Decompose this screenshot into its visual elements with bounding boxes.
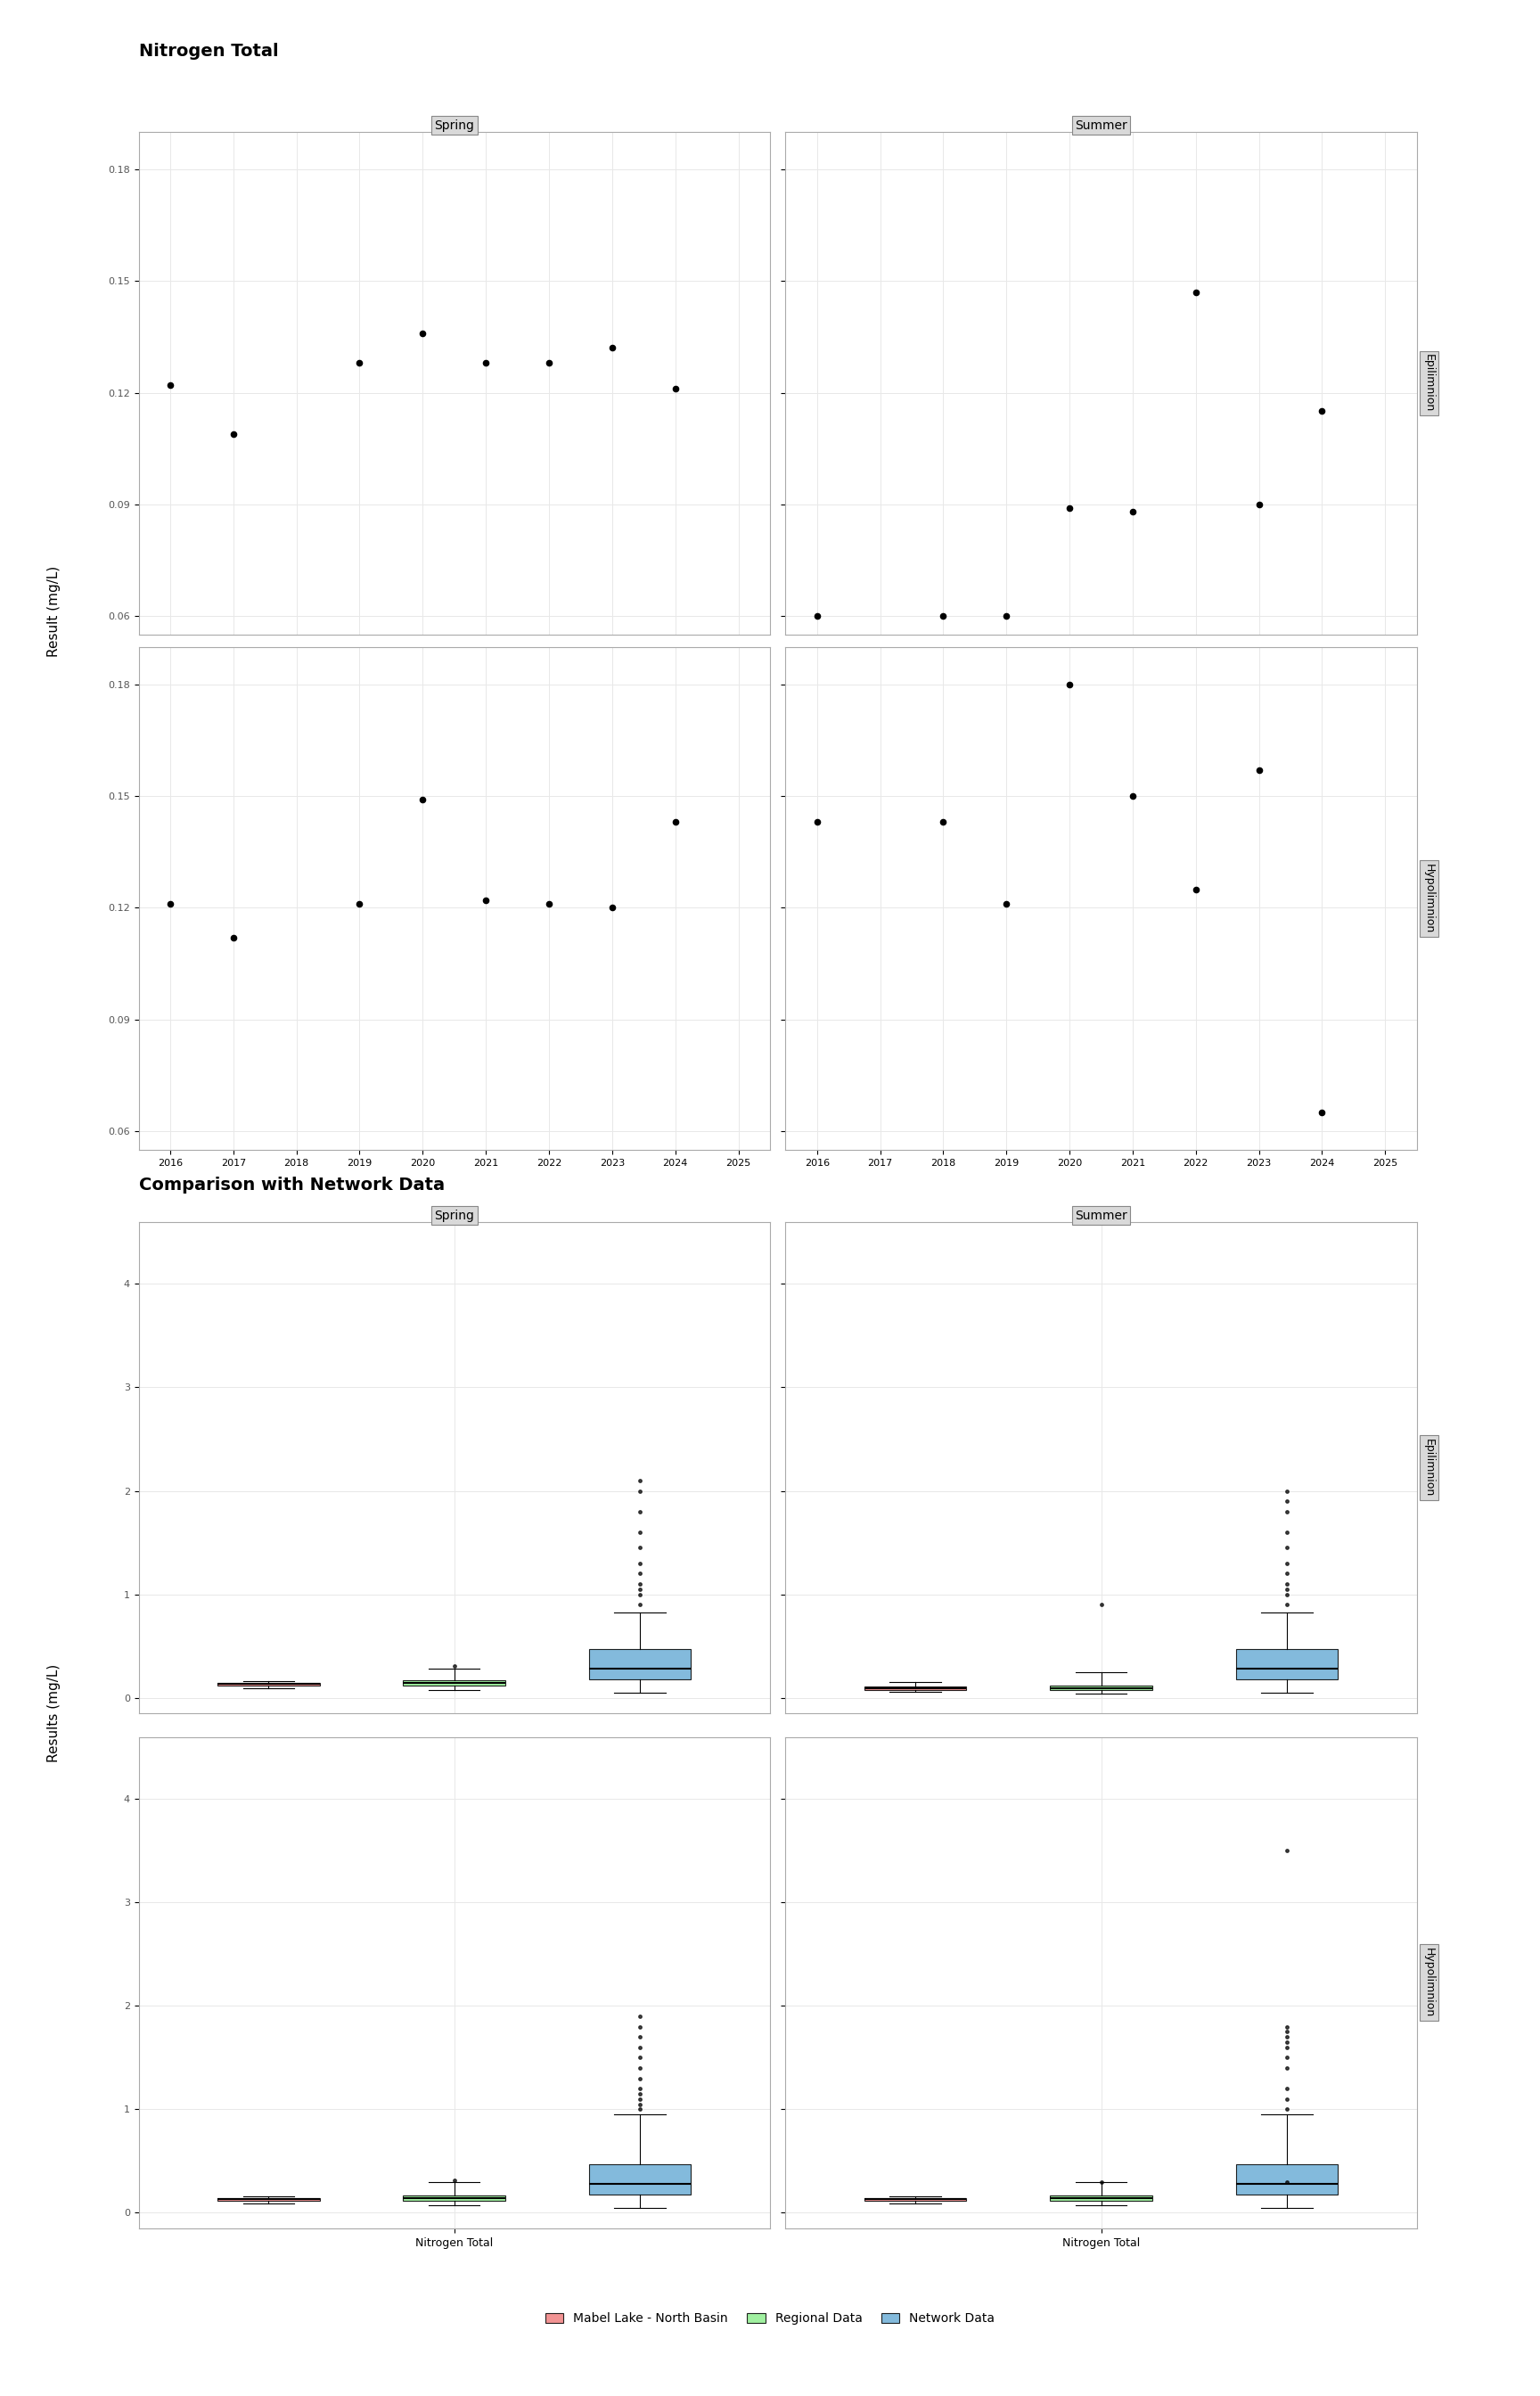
PathPatch shape [1235, 2164, 1338, 2195]
Point [1246, 750, 1270, 788]
Title: Spring: Spring [434, 1210, 474, 1222]
Point [157, 367, 182, 405]
PathPatch shape [403, 1680, 505, 1684]
PathPatch shape [864, 1687, 967, 1692]
Point [1246, 486, 1270, 525]
Point [599, 328, 624, 367]
Text: Epilimnion: Epilimnion [1423, 1438, 1435, 1498]
Text: Nitrogen Total: Nitrogen Total [139, 43, 279, 60]
Point [1183, 273, 1207, 311]
Point [993, 597, 1018, 635]
Point [1056, 489, 1081, 527]
Legend: Mabel Lake - North Basin, Regional Data, Network Data: Mabel Lake - North Basin, Regional Data,… [541, 2307, 999, 2329]
Point [410, 314, 434, 352]
Point [599, 889, 624, 927]
Point [473, 343, 497, 381]
PathPatch shape [1050, 2195, 1152, 2200]
PathPatch shape [588, 2164, 691, 2195]
Point [157, 884, 182, 922]
Point [1120, 494, 1144, 532]
Title: Summer: Summer [1075, 120, 1127, 132]
Point [220, 415, 245, 453]
PathPatch shape [1235, 1648, 1338, 1680]
Text: Hypolimnion: Hypolimnion [1423, 1948, 1435, 2017]
PathPatch shape [864, 2197, 967, 2202]
Point [473, 882, 497, 920]
Title: Summer: Summer [1075, 1210, 1127, 1222]
Point [804, 803, 829, 841]
PathPatch shape [403, 2195, 505, 2200]
Point [346, 884, 371, 922]
Text: Comparison with Network Data: Comparison with Network Data [139, 1176, 445, 1193]
Text: Hypolimnion: Hypolimnion [1423, 863, 1435, 934]
Point [1309, 393, 1334, 431]
Point [993, 884, 1018, 922]
Point [1309, 1093, 1334, 1131]
Point [220, 918, 245, 956]
Point [804, 597, 829, 635]
Point [930, 597, 955, 635]
Point [1183, 870, 1207, 908]
PathPatch shape [217, 2197, 320, 2202]
Point [536, 884, 561, 922]
Point [1056, 666, 1081, 704]
Point [662, 369, 687, 407]
Text: Result (mg/L): Result (mg/L) [48, 565, 60, 657]
PathPatch shape [588, 1648, 691, 1680]
Point [346, 343, 371, 381]
PathPatch shape [1050, 1684, 1152, 1692]
Point [930, 803, 955, 841]
Text: Epilimnion: Epilimnion [1423, 355, 1435, 412]
Title: Spring: Spring [434, 120, 474, 132]
PathPatch shape [217, 1682, 320, 1687]
Point [1120, 776, 1144, 815]
Point [410, 781, 434, 819]
Point [536, 343, 561, 381]
Text: Results (mg/L): Results (mg/L) [48, 1663, 60, 1763]
Point [662, 803, 687, 841]
